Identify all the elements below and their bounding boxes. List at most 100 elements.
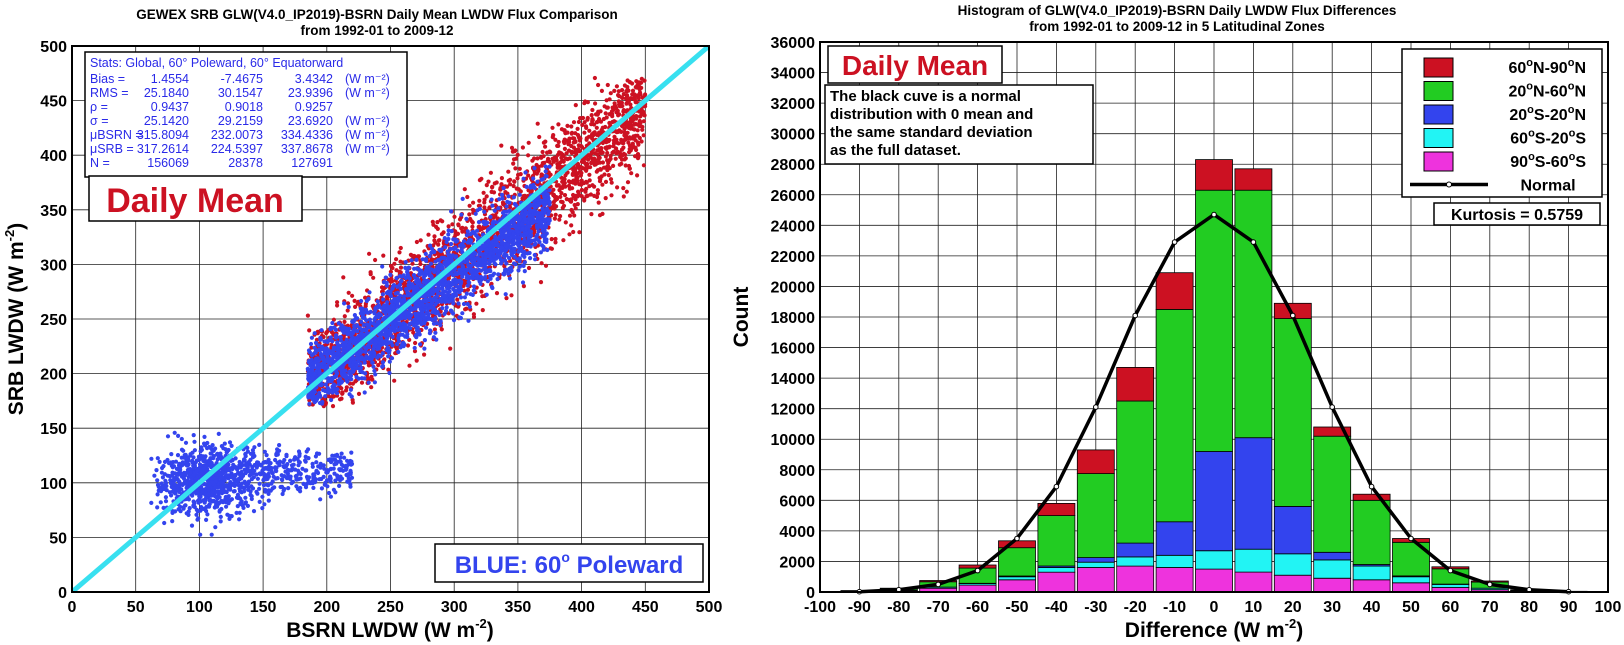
scatter-point — [603, 124, 608, 130]
scatter-point — [330, 320, 335, 326]
scatter-point — [573, 197, 578, 202]
scatter-point — [345, 301, 351, 306]
scatter-point — [416, 267, 422, 272]
scatter-point — [559, 127, 565, 132]
scatter-point — [556, 139, 561, 145]
scatter-point — [520, 280, 526, 285]
scatter-point — [637, 90, 643, 95]
scatter-point — [576, 119, 582, 125]
scatter-point — [499, 176, 504, 181]
scatter-point — [338, 338, 343, 343]
scatter-point — [397, 274, 403, 279]
scatter-point — [306, 348, 312, 353]
scatter-point — [321, 388, 326, 393]
scatter-point — [584, 168, 589, 173]
scatter-point — [495, 277, 500, 282]
scatter-point — [548, 246, 553, 251]
scatter-point — [498, 248, 503, 254]
scatter-point — [550, 135, 555, 140]
scatter-point — [312, 331, 317, 336]
scatter-point — [550, 156, 555, 161]
scatter-point — [395, 290, 400, 295]
scatter-point — [615, 108, 620, 113]
scatter-point — [413, 340, 418, 346]
scatter-point — [330, 339, 335, 344]
scatter-point — [625, 130, 630, 135]
scatter-point — [312, 345, 317, 350]
scatter-point — [442, 255, 447, 261]
scatter-point — [639, 139, 644, 144]
scatter-point — [363, 295, 368, 300]
scatter-point — [499, 245, 504, 250]
scatter-point — [380, 351, 385, 356]
scatter-point — [414, 358, 419, 363]
scatter-point — [353, 316, 358, 321]
scatter-point — [471, 200, 476, 205]
scatter-point — [339, 323, 344, 328]
scatter-point — [353, 379, 358, 384]
scatter-point — [634, 116, 639, 121]
scatter-point — [413, 333, 418, 339]
scatter-point — [425, 302, 430, 307]
scatter-point — [579, 178, 584, 183]
scatter-point — [585, 193, 590, 198]
scatter-point — [584, 136, 589, 141]
scatter-point — [440, 266, 445, 271]
scatter-point — [603, 179, 609, 184]
scatter-point — [418, 342, 423, 347]
scatter-point — [453, 289, 458, 294]
scatter-point — [571, 140, 576, 145]
scatter-point — [533, 257, 538, 262]
scatter-point — [535, 121, 540, 126]
scatter-point — [575, 175, 580, 180]
scatter-point — [336, 351, 341, 356]
scatter-point — [457, 279, 462, 284]
scatter-point — [381, 297, 386, 302]
scatter-point — [540, 149, 545, 155]
scatter-point — [592, 75, 598, 81]
scatter-point — [406, 265, 411, 270]
scatter-point — [305, 313, 310, 318]
scatter-point — [438, 322, 443, 328]
scatter-point — [314, 356, 319, 361]
scatter-point — [507, 205, 513, 210]
scatter-point — [417, 332, 422, 337]
scatter-point — [599, 88, 605, 93]
scatter-point — [329, 326, 334, 331]
scatter-point — [435, 226, 440, 231]
scatter-point — [469, 231, 475, 236]
scatter-point — [534, 234, 539, 239]
scatter-point — [456, 223, 461, 228]
scatter-point — [542, 160, 547, 165]
scatter-point — [334, 391, 340, 396]
scatter-point — [543, 224, 549, 230]
scatter-point — [488, 269, 493, 274]
scatter-point — [420, 271, 425, 276]
scatter-point — [532, 171, 537, 176]
scatter-point — [628, 102, 633, 107]
scatter-point — [487, 254, 492, 259]
scatter-point — [319, 352, 324, 357]
scatter-point — [540, 200, 545, 205]
scatter-point — [515, 152, 520, 157]
scatter-point — [432, 327, 437, 332]
scatter-point — [469, 219, 474, 224]
scatter-point — [476, 267, 482, 272]
scatter-point — [205, 512, 210, 517]
scatter-point — [531, 176, 536, 181]
scatter-point — [455, 248, 460, 253]
scatter-point — [549, 237, 554, 242]
scatter-point — [603, 154, 609, 159]
scatter-point — [482, 243, 487, 248]
scatter-point — [530, 220, 535, 226]
scatter-point — [507, 276, 512, 281]
scatter-point — [641, 111, 646, 116]
scatter-point — [418, 261, 423, 267]
scatter-point — [557, 150, 562, 155]
scatter-point — [546, 221, 551, 226]
scatter-point — [625, 94, 630, 99]
scatter-point — [572, 202, 577, 208]
scatter-point — [488, 170, 493, 175]
scatter-point — [427, 270, 432, 275]
scatter-point — [480, 308, 485, 313]
